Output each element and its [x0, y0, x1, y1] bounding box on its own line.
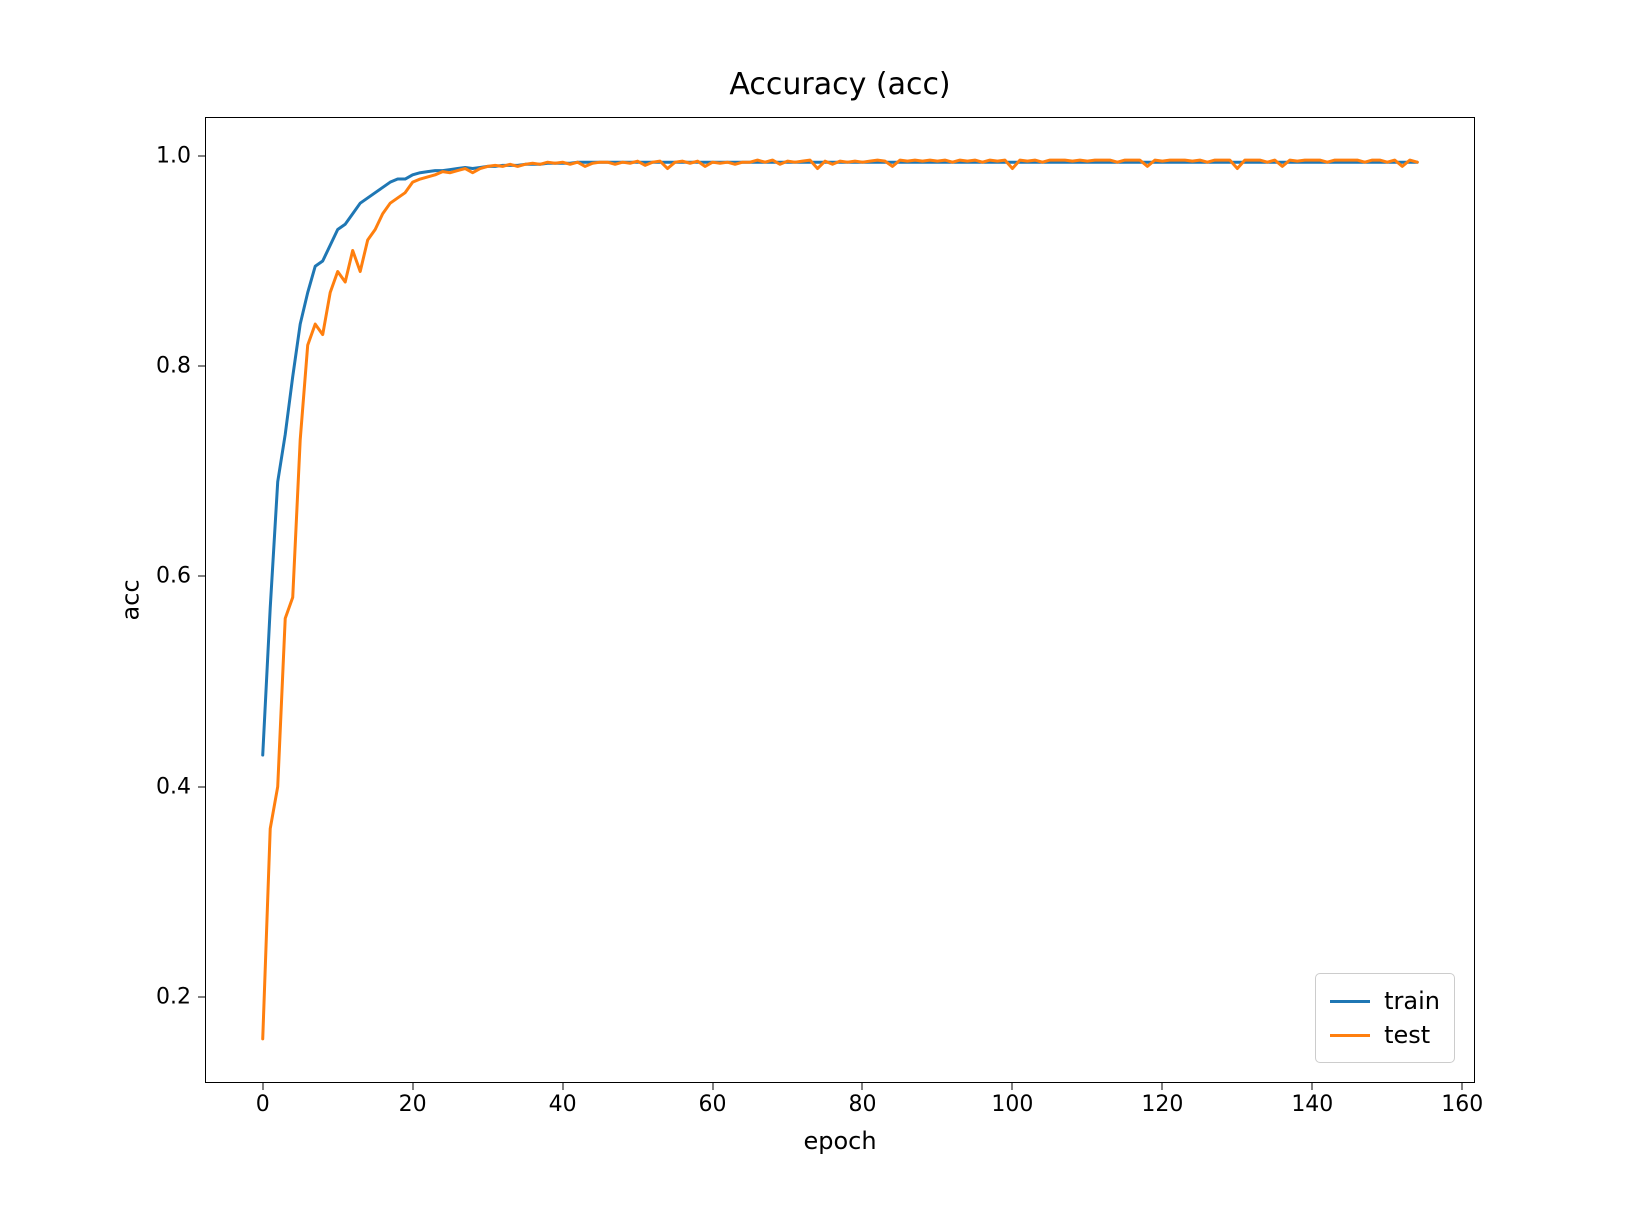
y-axis-label: acc [117, 579, 145, 620]
x-tick-mark [562, 1083, 563, 1090]
y-tick-mark [198, 155, 205, 156]
series-test [263, 160, 1418, 1039]
x-tick-mark [712, 1083, 713, 1090]
legend-item-test: test [1330, 1018, 1440, 1052]
x-tick-mark [1312, 1083, 1313, 1090]
plot-area [205, 117, 1475, 1083]
x-tick-mark [862, 1083, 863, 1090]
legend: train test [1315, 973, 1455, 1063]
x-tick-label: 80 [848, 1092, 876, 1117]
x-tick-label: 140 [1291, 1092, 1333, 1117]
chart-title: Accuracy (acc) [205, 67, 1475, 102]
x-tick-label: 40 [549, 1092, 577, 1117]
x-tick-label: 0 [256, 1092, 270, 1117]
figure: Accuracy (acc) acc epoch train test 0 20 40… [0, 0, 1638, 1228]
x-axis-label: epoch [205, 1127, 1475, 1155]
x-tick-label: 60 [699, 1092, 727, 1117]
y-tick-mark [198, 996, 205, 997]
legend-label: train [1384, 987, 1440, 1015]
y-tick-mark [198, 786, 205, 787]
series-train [263, 162, 1418, 755]
y-tick-label: 0.6 [156, 564, 191, 589]
y-tick-label: 0.4 [156, 774, 191, 799]
x-tick-mark [1012, 1083, 1013, 1090]
x-tick-label: 160 [1441, 1092, 1483, 1117]
x-tick-label: 100 [991, 1092, 1033, 1117]
y-tick-label: 0.2 [156, 984, 191, 1009]
legend-swatch [1330, 1000, 1370, 1003]
x-tick-label: 20 [399, 1092, 427, 1117]
x-tick-mark [1162, 1083, 1163, 1090]
y-tick-mark [198, 576, 205, 577]
legend-item-train: train [1330, 984, 1440, 1018]
x-tick-label: 120 [1141, 1092, 1183, 1117]
legend-label: test [1384, 1021, 1430, 1049]
y-tick-label: 1.0 [156, 143, 191, 168]
x-tick-mark [262, 1083, 263, 1090]
x-tick-mark [412, 1083, 413, 1090]
y-tick-mark [198, 366, 205, 367]
x-tick-mark [1462, 1083, 1463, 1090]
legend-swatch [1330, 1034, 1370, 1037]
y-tick-label: 0.8 [156, 354, 191, 379]
chart-axes: Accuracy (acc) acc epoch traintest 02040… [205, 117, 1475, 1083]
